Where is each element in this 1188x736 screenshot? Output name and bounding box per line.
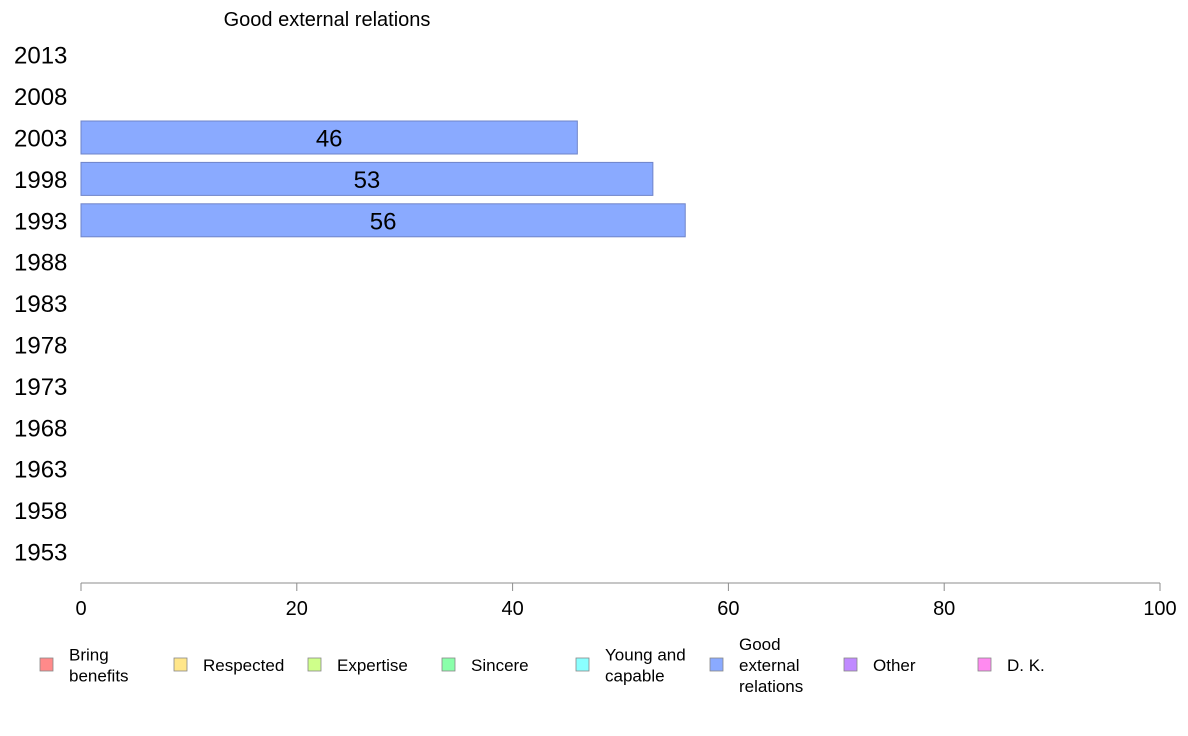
legend-label: Sincere (471, 656, 529, 675)
legend-label: relations (739, 677, 803, 696)
legend-label: Bring (69, 646, 109, 665)
legend-item: D. K. (977, 656, 1045, 675)
tick-label: 60 (717, 598, 739, 620)
category-label: 1953 (14, 540, 67, 567)
category-label: 1983 (14, 291, 67, 318)
legend-label: D. K. (1007, 656, 1045, 675)
legend-swatch (173, 657, 188, 672)
legend: Bring benefits Respected Expertise Sincere Yo… (39, 635, 1045, 696)
legend-item: Young and capable (575, 646, 686, 686)
category-label: 1988 (14, 250, 67, 277)
bar (80, 120, 578, 155)
value-axis: 0 20 40 60 80 100 (75, 582, 1177, 620)
legend-swatch (307, 657, 322, 672)
legend-label: benefits (69, 667, 129, 686)
legend-swatch (977, 657, 992, 672)
legend-swatch (575, 657, 590, 672)
data-label: 53 (354, 167, 381, 194)
category-label: 1958 (14, 498, 67, 525)
category-label: 2013 (14, 43, 67, 70)
legend-item: Bring benefits (39, 646, 129, 686)
data-label: 56 (370, 208, 397, 235)
tick-label: 0 (75, 598, 86, 620)
category-label: 1998 (14, 167, 67, 194)
bar (80, 203, 686, 238)
category-label: 1993 (14, 208, 67, 235)
category-label: 2003 (14, 126, 67, 153)
legend-item: Other (843, 656, 916, 675)
category-label: 1978 (14, 333, 67, 360)
legend-item: Good external relations (709, 635, 803, 696)
bar-series: 46 53 56 (80, 120, 686, 238)
legend-label: Young and (605, 646, 686, 665)
bar (80, 161, 654, 196)
legend-label: external (739, 656, 799, 675)
data-label: 46 (316, 126, 343, 153)
legend-label: Good (739, 635, 781, 654)
legend-item: Expertise (307, 656, 408, 675)
chart-title: Good external relations (224, 9, 431, 31)
legend-swatch (39, 657, 54, 672)
category-label: 1963 (14, 457, 67, 484)
tick-label: 40 (501, 598, 523, 620)
category-label: 1973 (14, 374, 67, 401)
tick-label: 80 (933, 598, 955, 620)
legend-swatch (441, 657, 456, 672)
legend-label: Expertise (337, 656, 408, 675)
tick-label: 100 (1143, 598, 1176, 620)
category-label: 2008 (14, 84, 67, 111)
legend-label: capable (605, 667, 665, 686)
legend-label: Other (873, 656, 916, 675)
legend-label: Respected (203, 656, 284, 675)
legend-item: Sincere (441, 656, 529, 675)
category-label: 1968 (14, 415, 67, 442)
tick-label: 20 (286, 598, 308, 620)
legend-swatch (843, 657, 858, 672)
legend-item: Respected (173, 656, 284, 675)
category-axis: 2013 2008 2003 1998 1993 1988 1983 1978 1973 1968… (14, 43, 67, 567)
legend-swatch (709, 657, 724, 672)
